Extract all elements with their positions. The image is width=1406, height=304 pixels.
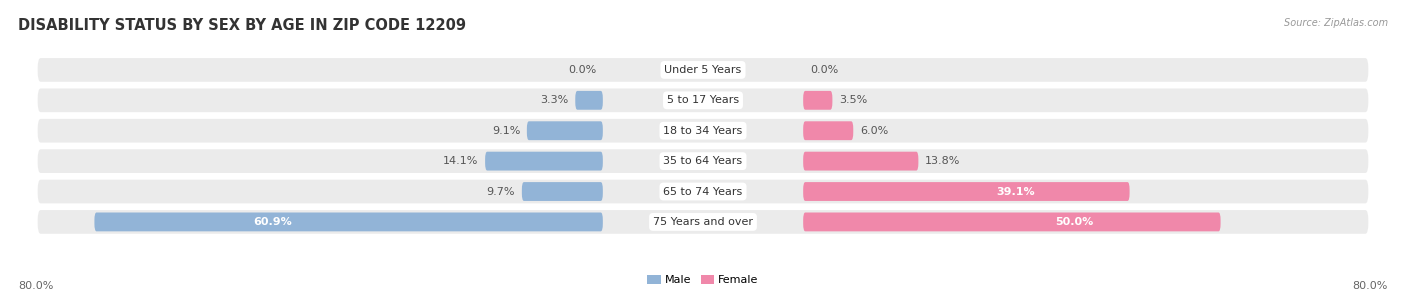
Text: 80.0%: 80.0% — [18, 281, 53, 291]
FancyBboxPatch shape — [803, 182, 1129, 201]
Text: 9.7%: 9.7% — [486, 187, 515, 196]
FancyBboxPatch shape — [38, 210, 1368, 234]
FancyBboxPatch shape — [803, 212, 1220, 231]
FancyBboxPatch shape — [803, 121, 853, 140]
Text: 39.1%: 39.1% — [995, 187, 1035, 196]
Text: 5 to 17 Years: 5 to 17 Years — [666, 95, 740, 105]
FancyBboxPatch shape — [38, 149, 1368, 173]
FancyBboxPatch shape — [38, 58, 1368, 82]
Text: 18 to 34 Years: 18 to 34 Years — [664, 126, 742, 136]
Text: 14.1%: 14.1% — [443, 156, 478, 166]
Text: 50.0%: 50.0% — [1056, 217, 1094, 227]
FancyBboxPatch shape — [527, 121, 603, 140]
FancyBboxPatch shape — [38, 180, 1368, 203]
FancyBboxPatch shape — [94, 212, 603, 231]
Text: 60.9%: 60.9% — [253, 217, 291, 227]
Text: Source: ZipAtlas.com: Source: ZipAtlas.com — [1284, 18, 1388, 28]
Text: 80.0%: 80.0% — [1353, 281, 1388, 291]
FancyBboxPatch shape — [522, 182, 603, 201]
Legend: Male, Female: Male, Female — [643, 271, 763, 290]
Text: 65 to 74 Years: 65 to 74 Years — [664, 187, 742, 196]
Text: 9.1%: 9.1% — [492, 126, 520, 136]
Text: 3.5%: 3.5% — [839, 95, 868, 105]
Text: 0.0%: 0.0% — [810, 65, 838, 75]
FancyBboxPatch shape — [485, 152, 603, 171]
Text: 13.8%: 13.8% — [925, 156, 960, 166]
FancyBboxPatch shape — [38, 119, 1368, 143]
Text: 35 to 64 Years: 35 to 64 Years — [664, 156, 742, 166]
FancyBboxPatch shape — [803, 152, 918, 171]
FancyBboxPatch shape — [575, 91, 603, 110]
FancyBboxPatch shape — [38, 88, 1368, 112]
FancyBboxPatch shape — [803, 91, 832, 110]
Text: 6.0%: 6.0% — [860, 126, 889, 136]
Text: DISABILITY STATUS BY SEX BY AGE IN ZIP CODE 12209: DISABILITY STATUS BY SEX BY AGE IN ZIP C… — [18, 18, 467, 33]
Text: 3.3%: 3.3% — [540, 95, 568, 105]
Text: 75 Years and over: 75 Years and over — [652, 217, 754, 227]
Text: 0.0%: 0.0% — [568, 65, 596, 75]
Text: Under 5 Years: Under 5 Years — [665, 65, 741, 75]
